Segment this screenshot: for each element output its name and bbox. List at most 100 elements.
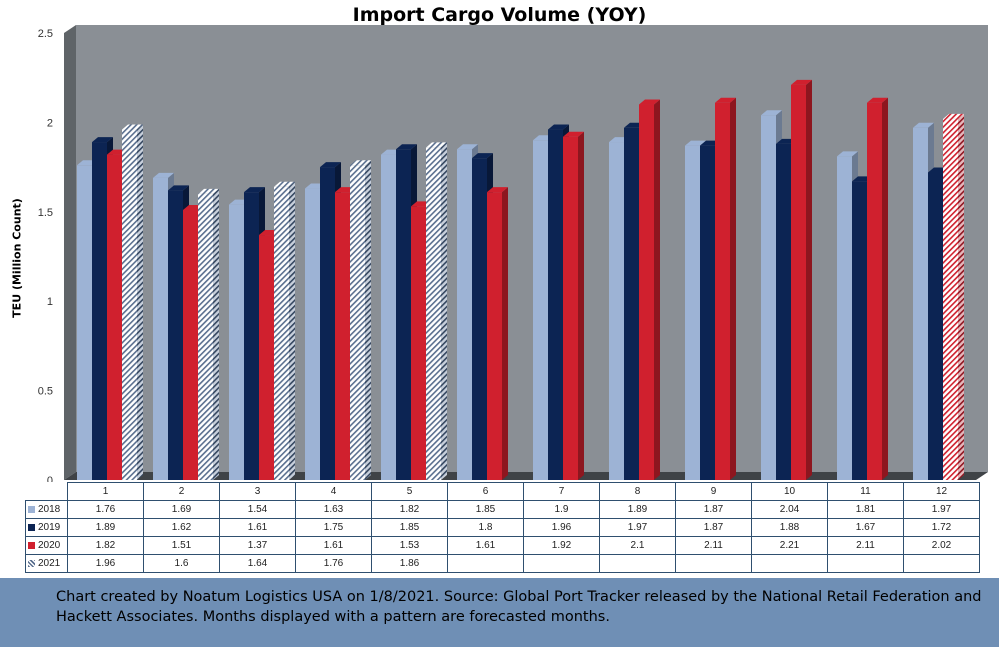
bar-front: [381, 154, 396, 481]
legend-swatch-2019: [28, 523, 35, 531]
table-row-2019: 2019 1.89 1.62 1.61 1.75 1.85 1.8 1.96 1.97 1.87 1…: [25, 518, 980, 537]
y-tick-label: 0: [47, 475, 53, 482]
table-cell: 2.21: [751, 536, 828, 555]
bar-2020-7: [563, 131, 584, 481]
table-series-label: 2020: [25, 536, 68, 555]
bar-front: [198, 193, 213, 481]
table-cell: 1.54: [219, 500, 296, 519]
bar-2020-8: [639, 99, 660, 481]
table-month-header: 10: [751, 482, 828, 501]
bar-front: [548, 129, 563, 480]
bar-side: [882, 97, 888, 481]
legend-swatch-2018: [28, 505, 35, 513]
bar-front: [122, 129, 137, 480]
bar-side: [958, 113, 964, 480]
table-corner: [25, 482, 68, 501]
bar-top: [639, 99, 660, 105]
bar-front: [183, 210, 198, 480]
bar-front: [77, 165, 92, 480]
table-cell: 1.61: [447, 536, 524, 555]
bar-front: [700, 145, 715, 481]
table-cell: [523, 554, 600, 573]
table-cell: [447, 554, 524, 573]
table-series-label: 2018: [25, 500, 68, 519]
bar-side: [213, 188, 219, 481]
bar-2021-5: [426, 142, 447, 480]
table-cell: [903, 554, 980, 573]
bar-front: [411, 206, 426, 480]
table-cell: 1.51: [143, 536, 220, 555]
bar-front: [335, 192, 350, 480]
bar-front: [776, 143, 791, 480]
table-series-label: 2021: [25, 554, 68, 573]
table-cell: 1.76: [67, 500, 144, 519]
data-table: 1 2 3 4 5 6 7 8 9 10 11 12 2018 1.76 1.69 1.54 1.63 1.82…: [25, 482, 980, 573]
table-cell: [675, 554, 752, 573]
bar-front: [244, 192, 259, 480]
footer-note: Chart created by Noatum Logistics USA on…: [56, 589, 982, 625]
table-cell: 1.75: [295, 518, 372, 537]
table-month-header: 7: [523, 482, 600, 501]
bar-front: [609, 142, 624, 480]
bar-front: [457, 149, 472, 480]
bar-front: [943, 118, 958, 480]
table-cell: 2.11: [675, 536, 752, 555]
bar-2020-11: [867, 97, 888, 481]
table-cell: 1.62: [143, 518, 220, 537]
table-cell: 2.04: [751, 500, 828, 519]
table-cell: 1.89: [599, 500, 676, 519]
table-row-2021: 2021 1.96 1.6 1.64 1.76 1.86: [25, 554, 980, 573]
bar-side: [441, 142, 447, 480]
table-row-2018: 2018 1.76 1.69 1.54 1.63 1.82 1.85 1.9 1.89 1.87 2…: [25, 500, 980, 519]
bar-side: [502, 187, 508, 480]
table-cell: 1.88: [751, 518, 828, 537]
table-cell: 1.87: [675, 518, 752, 537]
bar-front: [472, 158, 487, 480]
bar-top: [320, 162, 341, 168]
bar-front: [837, 156, 852, 480]
table-cell: 1.63: [295, 500, 372, 519]
table-month-header: 5: [371, 482, 448, 501]
bar-front: [320, 167, 335, 480]
table-cell: 1.64: [219, 554, 296, 573]
bar-2020-6: [487, 187, 508, 480]
bar-top: [943, 113, 964, 119]
bar-2021-3: [274, 181, 295, 480]
table-month-header: 11: [827, 482, 904, 501]
bar-2020-10: [791, 79, 812, 481]
table-cell: 1.92: [523, 536, 600, 555]
legend-label: 2019: [38, 522, 61, 533]
bar-side: [365, 160, 371, 480]
bar-front: [715, 102, 730, 481]
bar-top: [274, 181, 295, 187]
bar-front: [426, 147, 441, 480]
table-cell: 1.86: [371, 554, 448, 573]
bar-side: [730, 97, 736, 481]
bar-front: [533, 140, 548, 480]
table-cell: 1.85: [371, 518, 448, 537]
table-cell: [827, 554, 904, 573]
bar-top: [122, 124, 143, 130]
bar-front: [259, 235, 274, 480]
legend-swatch-2021: [28, 559, 35, 567]
bar-side: [289, 181, 295, 480]
bar-top: [457, 144, 478, 150]
bar-top: [837, 151, 858, 157]
bar-top: [168, 185, 189, 191]
table-cell: 1.67: [827, 518, 904, 537]
y-tick-label: 2: [47, 117, 53, 129]
y-tick-label: 1.5: [38, 207, 53, 219]
bar-top: [350, 160, 371, 166]
bar-2021-1: [122, 124, 143, 480]
table-month-header: 3: [219, 482, 296, 501]
bar-front: [624, 127, 639, 480]
bar-top: [791, 79, 812, 85]
y-tick-label: 0.5: [38, 386, 53, 398]
bar-front: [913, 127, 928, 480]
bar-top: [685, 140, 706, 146]
legend-label: 2020: [38, 540, 61, 551]
table-cell: 1.72: [903, 518, 980, 537]
bar-front: [867, 102, 882, 481]
table-cell: 1.82: [67, 536, 144, 555]
footer: Chart created by Noatum Logistics USA on…: [0, 578, 999, 647]
